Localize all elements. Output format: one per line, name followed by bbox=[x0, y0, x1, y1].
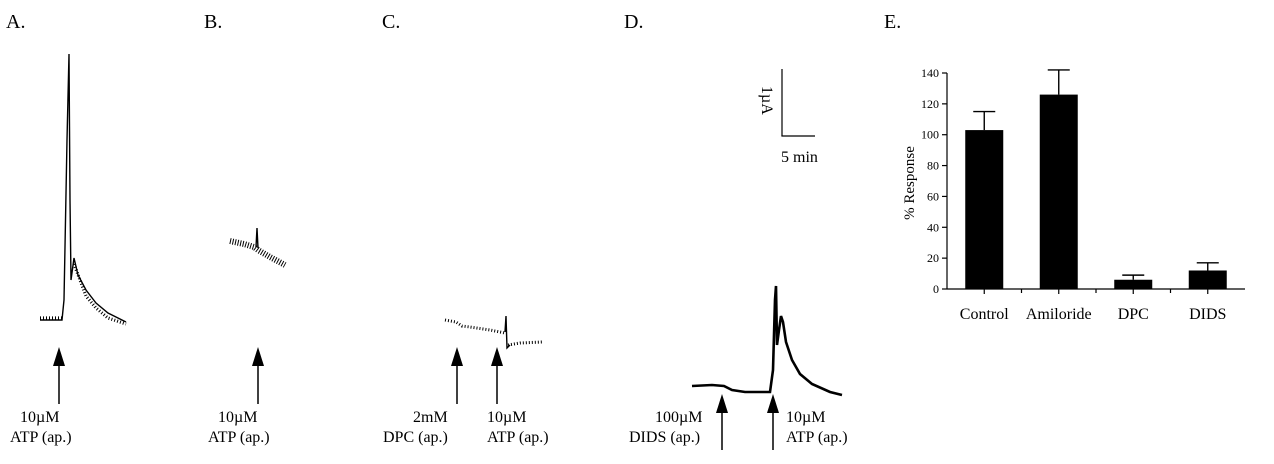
panel-c-arrow-dpc bbox=[451, 347, 463, 404]
panel-d-trace bbox=[691, 285, 843, 397]
panel-d-stim2-conc: 10µM bbox=[786, 409, 825, 426]
y-tick-label: 100 bbox=[921, 128, 939, 142]
panel-d-stim2-drug: ATP (ap.) bbox=[786, 429, 848, 446]
bar-amiloride bbox=[1039, 94, 1078, 289]
panel-c-arrow-atp bbox=[491, 347, 503, 404]
bars bbox=[965, 69, 1227, 289]
panel-c-stim2-drug: ATP (ap.) bbox=[487, 429, 549, 446]
y-tick-label: 140 bbox=[921, 66, 939, 80]
panel-a-stim-drug: ATP (ap.) bbox=[10, 429, 72, 446]
bar-dpc bbox=[1114, 279, 1153, 289]
panel-c-stim1-conc: 2mM bbox=[413, 409, 448, 426]
panel-c-letter: C. bbox=[382, 11, 400, 33]
scale-bar-current-label: 1µA bbox=[758, 86, 775, 115]
panel-d-letter: D. bbox=[624, 11, 643, 33]
y-tick-label: 60 bbox=[927, 189, 939, 203]
y-tick-label: 120 bbox=[921, 97, 939, 111]
panel-b-stim-conc: 10µM bbox=[218, 409, 257, 426]
scale-bar bbox=[781, 69, 815, 137]
panel-c-trace bbox=[444, 315, 543, 350]
y-tick-label: 80 bbox=[927, 159, 939, 173]
panel-e-letter: E. bbox=[884, 11, 901, 33]
x-tick-label: Control bbox=[960, 306, 1009, 323]
x-tick-label: DIDS bbox=[1189, 306, 1226, 323]
panel-a-stim-conc: 10µM bbox=[20, 409, 59, 426]
panel-b-letter: B. bbox=[204, 11, 222, 33]
panel-d-arrow-dids bbox=[716, 394, 728, 450]
bar-dids bbox=[1188, 270, 1227, 289]
panel-c-stim1-drug: DPC (ap.) bbox=[383, 429, 448, 446]
panel-a-letter: A. bbox=[6, 11, 25, 33]
panel-a-trace bbox=[40, 53, 127, 326]
x-tick-label: Amiloride bbox=[1026, 306, 1092, 323]
y-axis-title: % Response bbox=[902, 146, 918, 220]
panel-c-stim2-conc: 10µM bbox=[487, 409, 526, 426]
bar-control bbox=[965, 130, 1004, 289]
y-ticks: 0 20 40 60 80 100 120 140 bbox=[921, 66, 947, 296]
x-tick-label: DPC bbox=[1118, 306, 1149, 323]
bar-chart: % Response 0 20 40 60 80 100 120 140 Control Ami… bbox=[902, 66, 1245, 323]
scale-bar-time-label: 5 min bbox=[781, 149, 818, 166]
panel-d-stim1-drug: DIDS (ap.) bbox=[629, 429, 700, 446]
panel-d-stim1-conc: 100µM bbox=[655, 409, 702, 426]
panel-b-arrow bbox=[252, 347, 264, 404]
y-tick-label: 20 bbox=[927, 251, 939, 265]
panel-a-arrow bbox=[53, 347, 65, 404]
panel-b-trace bbox=[229, 227, 287, 268]
panel-d-arrow-atp bbox=[767, 394, 779, 450]
x-tick-labels: Control Amiloride DPC DIDS bbox=[960, 289, 1226, 323]
panel-b-stim-drug: ATP (ap.) bbox=[208, 429, 270, 446]
y-tick-label: 0 bbox=[933, 282, 939, 296]
y-tick-label: 40 bbox=[927, 220, 939, 234]
